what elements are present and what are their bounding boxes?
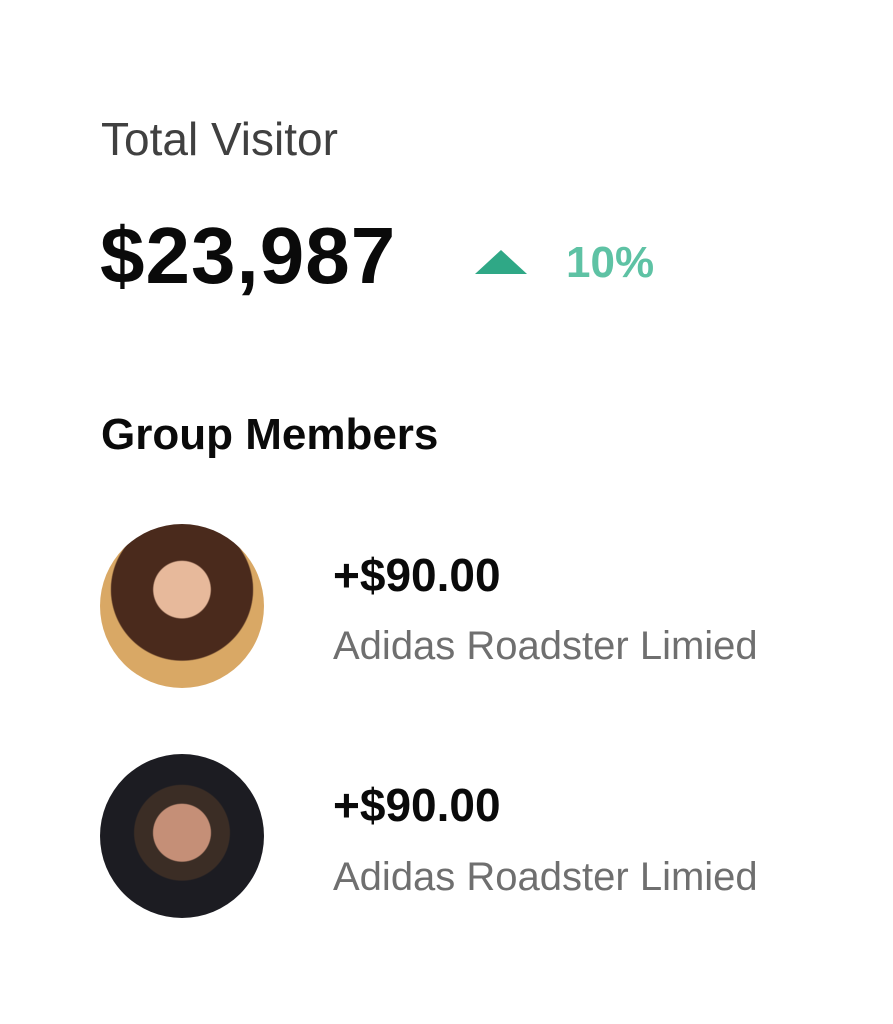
member-amount: +$90.00	[333, 549, 501, 601]
avatar[interactable]	[100, 524, 264, 688]
member-amount: +$90.00	[333, 779, 501, 831]
triangle-up-icon	[475, 250, 527, 274]
total-visitor-label: Total Visitor	[101, 113, 338, 165]
avatar[interactable]	[100, 754, 264, 918]
total-visitor-amount: $23,987	[100, 211, 397, 300]
group-members-title: Group Members	[101, 410, 439, 459]
member-company: Adidas Roadster Limied	[333, 624, 758, 668]
change-percent: 10%	[566, 238, 655, 287]
member-company: Adidas Roadster Limied	[333, 855, 758, 899]
